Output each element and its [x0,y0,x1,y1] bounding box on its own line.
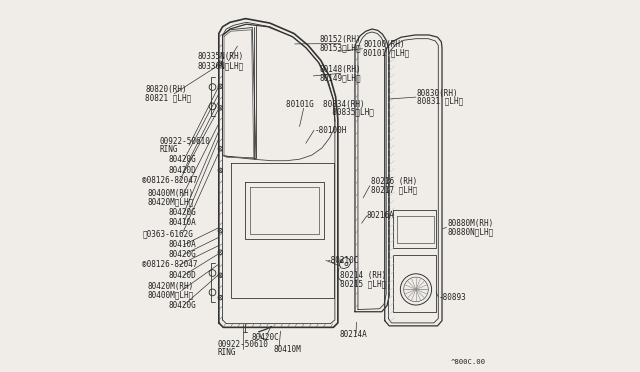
Text: 80420D: 80420D [169,271,196,280]
Text: 80336N〈LH〉: 80336N〈LH〉 [198,61,244,70]
Text: 80101 〈LH〉: 80101 〈LH〉 [363,48,410,57]
Text: 80410M: 80410M [274,345,301,354]
Text: 80100(RH): 80100(RH) [363,40,404,49]
Text: 80420G: 80420G [169,208,196,217]
Text: 80214 (RH): 80214 (RH) [340,271,386,280]
Text: ^800C.00: ^800C.00 [451,359,486,365]
Text: 00922-50610: 00922-50610 [218,340,268,349]
Text: 80420G: 80420G [169,301,196,310]
Text: 80400M(RH): 80400M(RH) [147,189,194,198]
Text: 80152(RH): 80152(RH) [320,35,362,44]
Text: RING: RING [218,348,236,357]
Text: 80420M〈LH〉: 80420M〈LH〉 [147,197,194,206]
Text: 80410A: 80410A [169,218,196,227]
Text: 00922-50610: 00922-50610 [159,137,210,146]
Text: 80880M(RH): 80880M(RH) [447,219,494,228]
Text: 80149〈LH〉: 80149〈LH〉 [320,73,362,82]
Text: 80420G: 80420G [169,155,196,164]
Text: 80821 〈LH〉: 80821 〈LH〉 [145,94,191,103]
Text: 80217 〈LH〉: 80217 〈LH〉 [371,185,417,194]
Text: 80420M(RH): 80420M(RH) [147,282,194,291]
Text: 80410A: 80410A [169,240,196,249]
Text: -80893: -80893 [439,293,467,302]
Text: 80420D: 80420D [169,166,196,175]
Text: ®08126-82047: ®08126-82047 [142,260,198,269]
Text: -80100H: -80100H [314,126,347,135]
Text: ®08126-82047: ®08126-82047 [142,176,198,185]
Text: 80820(RH): 80820(RH) [145,85,187,94]
Text: 80216 (RH): 80216 (RH) [371,177,417,186]
Text: 80214A: 80214A [340,330,367,339]
Text: 80835〈LH〉: 80835〈LH〉 [286,108,374,117]
Text: 80420C: 80420C [252,333,279,342]
Text: 80335N(RH): 80335N(RH) [198,52,244,61]
Text: ␦0363-6162G: ␦0363-6162G [142,229,193,238]
Text: 80400M〈LH〉: 80400M〈LH〉 [147,290,194,299]
Text: 80880N〈LH〉: 80880N〈LH〉 [447,227,494,236]
Text: -80210C: -80210C [326,256,359,265]
Text: 80420G: 80420G [169,250,196,259]
Text: 80101G  80834(RH): 80101G 80834(RH) [286,100,364,109]
Text: 80153〈LH〉: 80153〈LH〉 [320,43,362,52]
Text: 80215 〈LH〉: 80215 〈LH〉 [340,279,386,288]
Text: RING: RING [159,145,178,154]
Text: 80831 〈LH〉: 80831 〈LH〉 [417,97,463,106]
Text: 80148(RH): 80148(RH) [320,65,362,74]
Text: 80830(RH): 80830(RH) [417,89,458,97]
Text: 80216A: 80216A [367,211,395,220]
